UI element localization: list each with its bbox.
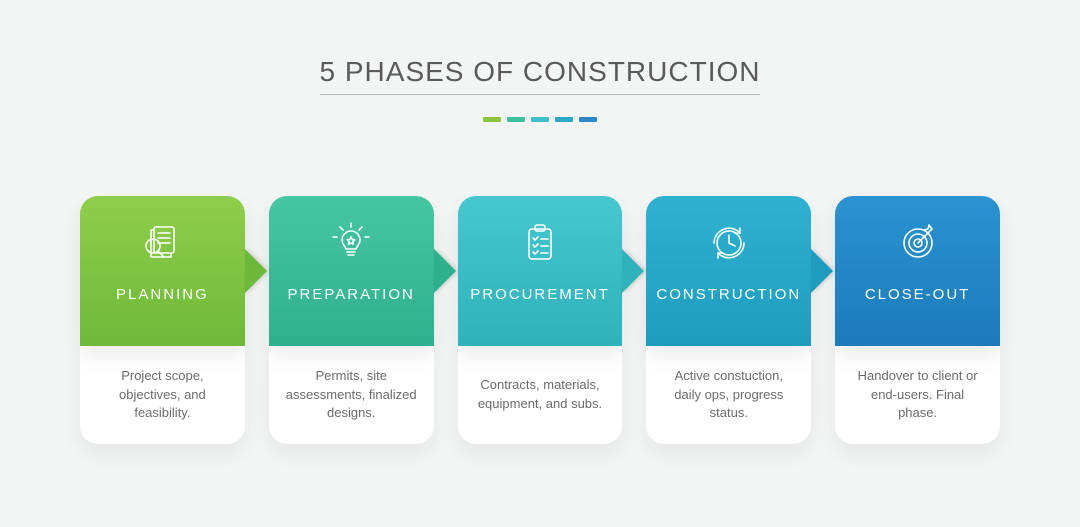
phase-row: PLANNING Project scope, objectives, and … [80,196,1000,444]
phase-label: PREPARATION [288,286,415,303]
phase-closeout: CLOSE-OUT Handover to client or end-user… [835,196,1000,444]
phase-description: Permits, site assessments, finalized des… [285,367,418,424]
phase-planning: PLANNING Project scope, objectives, and … [80,196,245,444]
phase-description-box: Project scope, objectives, and feasibili… [80,346,245,444]
phase-construction: CONSTRUCTION Active constuction, daily o… [646,196,811,444]
phase-description-box: Permits, site assessments, finalized des… [269,346,434,444]
lightbulb-icon [324,216,378,270]
phase-card: PROCUREMENT [458,196,623,346]
page-title: 5 PHASES OF CONSTRUCTION [320,56,761,95]
phase-card: PREPARATION [269,196,434,346]
phase-label: PROCUREMENT [470,286,610,303]
phase-card: PLANNING [80,196,245,346]
target-icon [891,216,945,270]
dash-4 [555,117,573,122]
clock-refresh-icon [702,216,756,270]
phase-card: CLOSE-OUT [835,196,1000,346]
accent-dashes [0,117,1080,122]
phase-description: Project scope, objectives, and feasibili… [96,367,229,424]
arrow-icon [811,249,833,293]
phase-label: CLOSE-OUT [865,286,971,303]
phase-preparation: PREPARATION Permits, site assessments, f… [269,196,434,444]
arrow-icon [245,249,267,293]
phase-description-box: Handover to client or end-users. Final p… [835,346,1000,444]
phase-description: Active constuction, daily ops, progress … [662,367,795,424]
phase-label: PLANNING [116,286,209,303]
phase-description: Contracts, materials, equipment, and sub… [474,376,607,414]
phase-card: CONSTRUCTION [646,196,811,346]
dash-5 [579,117,597,122]
document-search-icon [135,216,189,270]
arrow-icon [434,249,456,293]
phase-label: CONSTRUCTION [656,286,801,303]
infographic-page: 5 PHASES OF CONSTRUCTION [0,0,1080,527]
dash-3 [531,117,549,122]
dash-1 [483,117,501,122]
phase-description: Handover to client or end-users. Final p… [851,367,984,424]
phase-description-box: Active constuction, daily ops, progress … [646,346,811,444]
arrow-icon [622,249,644,293]
clipboard-check-icon [513,216,567,270]
dash-2 [507,117,525,122]
phase-procurement: PROCUREMENT Contracts, materials, equipm… [458,196,623,444]
phase-description-box: Contracts, materials, equipment, and sub… [458,346,623,444]
